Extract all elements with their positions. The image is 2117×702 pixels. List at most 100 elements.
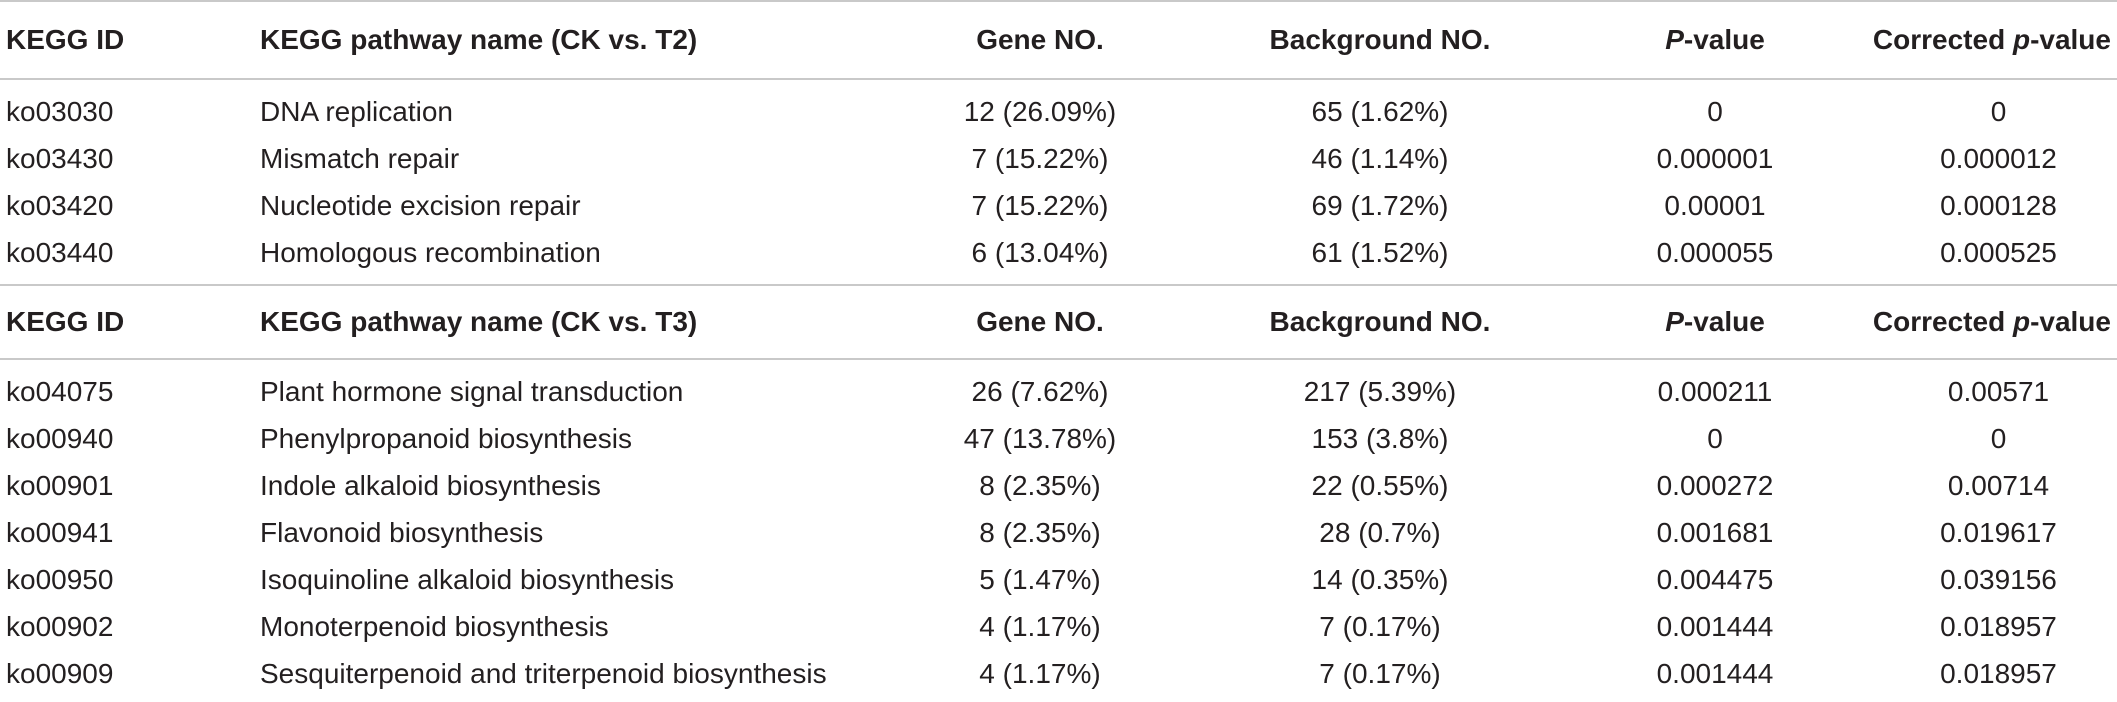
header-cp-prefix: Corrected <box>1872 306 2013 337</box>
header-row-ck-vs-t3: KEGG ID KEGG pathway name (CK vs. T3) Ge… <box>0 284 2117 360</box>
cell-kegg-id: ko04075 <box>6 375 114 407</box>
table-row: ko03430 Mismatch repair 7 (15.22%) 46 (1… <box>0 135 2117 182</box>
header-p-rest: -value <box>1683 24 1765 55</box>
cell-corrected-p-value: 0.00571 <box>1947 375 2050 407</box>
header-p-value: P-value <box>1570 0 1860 80</box>
header-p-rest: -value <box>1683 306 1765 337</box>
cell-pathway-name: Nucleotide excision repair <box>260 189 581 221</box>
cell-background-no: 69 (1.72%) <box>1311 189 1449 221</box>
cell-gene-no: 4 (1.17%) <box>979 657 1101 689</box>
cell-background-no: 7 (0.17%) <box>1319 657 1441 689</box>
cell-p-value: 0.001444 <box>1656 610 1774 642</box>
cell-corrected-p-value: 0.00714 <box>1947 469 2050 501</box>
cell-corrected-p-value: 0 <box>1990 95 2007 127</box>
cell-kegg-id: ko03440 <box>6 236 114 268</box>
cell-background-no: 65 (1.62%) <box>1311 95 1449 127</box>
cell-corrected-p-value: 0.019617 <box>1940 516 2057 548</box>
header-background-no: Background NO. <box>1190 0 1570 80</box>
cell-gene-no: 6 (13.04%) <box>971 236 1109 268</box>
table-row: ko03440 Homologous recombination 6 (13.0… <box>0 229 2117 285</box>
cell-gene-no: 47 (13.78%) <box>963 422 1117 454</box>
table-row: ko03030 DNA replication 12 (26.09%) 65 (… <box>0 79 2117 135</box>
header-corrected-p-value: Corrected p-value <box>1860 284 2117 360</box>
header-gene-no: Gene NO. <box>890 0 1190 80</box>
cell-pathway-name: Isoquinoline alkaloid biosynthesis <box>260 563 675 595</box>
cell-background-no: 7 (0.17%) <box>1319 610 1441 642</box>
header-cp-italic: p <box>2012 24 2031 55</box>
cell-p-value: 0.000001 <box>1656 142 1774 174</box>
cell-pathway-name: Monoterpenoid biosynthesis <box>260 610 609 642</box>
header-pathway-name: KEGG pathway name (CK vs. T2) <box>260 0 890 80</box>
cell-pathway-name: Homologous recombination <box>260 236 601 268</box>
cell-corrected-p-value: 0.000525 <box>1940 236 2057 268</box>
table-row: ko00901 Indole alkaloid biosynthesis 8 (… <box>0 462 2117 509</box>
table-row: ko04075 Plant hormone signal transductio… <box>0 359 2117 415</box>
table-row: ko00909 Sesquiterpenoid and triterpenoid… <box>0 650 2117 697</box>
header-corrected-p-value: Corrected p-value <box>1860 0 2117 80</box>
table-row: ko00950 Isoquinoline alkaloid biosynthes… <box>0 556 2117 603</box>
cell-kegg-id: ko00909 <box>6 657 114 689</box>
cell-gene-no: 8 (2.35%) <box>979 469 1101 501</box>
cell-gene-no: 12 (26.09%) <box>963 95 1117 127</box>
cell-kegg-id: ko00940 <box>6 422 114 454</box>
header-p-italic: P <box>1665 24 1684 55</box>
header-p-value: P-value <box>1570 284 1860 360</box>
header-gene-no: Gene NO. <box>890 284 1190 360</box>
cell-gene-no: 4 (1.17%) <box>979 610 1101 642</box>
cell-kegg-id: ko00950 <box>6 563 114 595</box>
cell-kegg-id: ko03430 <box>6 142 114 174</box>
cell-pathway-name: Plant hormone signal transduction <box>260 375 684 407</box>
cell-gene-no: 5 (1.47%) <box>979 563 1101 595</box>
cell-p-value: 0.00001 <box>1664 189 1766 221</box>
table-row: ko00941 Flavonoid biosynthesis 8 (2.35%)… <box>0 509 2117 556</box>
cell-p-value: 0.000211 <box>1657 375 1773 407</box>
cell-gene-no: 7 (15.22%) <box>971 142 1109 174</box>
cell-p-value: 0.000055 <box>1656 236 1774 268</box>
cell-pathway-name: Flavonoid biosynthesis <box>260 516 544 548</box>
cell-p-value: 0.001681 <box>1656 516 1774 548</box>
cell-background-no: 14 (0.35%) <box>1311 563 1449 595</box>
header-kegg-id: KEGG ID <box>0 284 260 360</box>
table-row: ko03420 Nucleotide excision repair 7 (15… <box>0 182 2117 229</box>
header-background-no: Background NO. <box>1190 284 1570 360</box>
header-cp-italic: p <box>2012 306 2031 337</box>
cell-p-value: 0.000272 <box>1656 469 1774 501</box>
cell-background-no: 217 (5.39%) <box>1303 375 1457 407</box>
header-row-ck-vs-t2: KEGG ID KEGG pathway name (CK vs. T2) Ge… <box>0 0 2117 80</box>
cell-kegg-id: ko03030 <box>6 95 114 127</box>
cell-gene-no: 8 (2.35%) <box>979 516 1101 548</box>
header-cp-rest: -value <box>2030 306 2111 337</box>
cell-pathway-name: Phenylpropanoid biosynthesis <box>260 422 633 454</box>
cell-p-value: 0 <box>1707 95 1723 127</box>
cell-p-value: 0 <box>1707 422 1723 454</box>
cell-gene-no: 7 (15.22%) <box>971 189 1109 221</box>
cell-kegg-id: ko00902 <box>6 610 114 642</box>
cell-corrected-p-value: 0.018957 <box>1940 657 2057 689</box>
cell-corrected-p-value: 0 <box>1990 422 2007 454</box>
cell-corrected-p-value: 0.039156 <box>1940 563 2057 595</box>
cell-pathway-name: Mismatch repair <box>260 142 460 174</box>
table-row: ko00902 Monoterpenoid biosynthesis 4 (1.… <box>0 603 2117 650</box>
cell-corrected-p-value: 0.000128 <box>1940 189 2057 221</box>
header-pathway-name: KEGG pathway name (CK vs. T3) <box>260 284 890 360</box>
header-p-italic: P <box>1665 306 1684 337</box>
cell-corrected-p-value: 0.018957 <box>1940 610 2057 642</box>
cell-gene-no: 26 (7.62%) <box>971 375 1109 407</box>
cell-background-no: 22 (0.55%) <box>1311 469 1449 501</box>
cell-p-value: 0.004475 <box>1656 563 1774 595</box>
cell-background-no: 46 (1.14%) <box>1311 142 1449 174</box>
cell-background-no: 61 (1.52%) <box>1311 236 1449 268</box>
header-cp-prefix: Corrected <box>1872 24 2013 55</box>
header-kegg-id: KEGG ID <box>0 0 260 80</box>
cell-kegg-id: ko00901 <box>6 469 114 501</box>
header-cp-rest: -value <box>2030 24 2111 55</box>
cell-background-no: 28 (0.7%) <box>1319 516 1441 548</box>
cell-kegg-id: ko00941 <box>6 516 114 548</box>
table-row: ko00940 Phenylpropanoid biosynthesis 47 … <box>0 415 2117 462</box>
cell-p-value: 0.001444 <box>1656 657 1774 689</box>
cell-corrected-p-value: 0.000012 <box>1940 142 2057 174</box>
cell-background-no: 153 (3.8%) <box>1311 422 1449 454</box>
cell-pathway-name: DNA replication <box>260 95 453 127</box>
